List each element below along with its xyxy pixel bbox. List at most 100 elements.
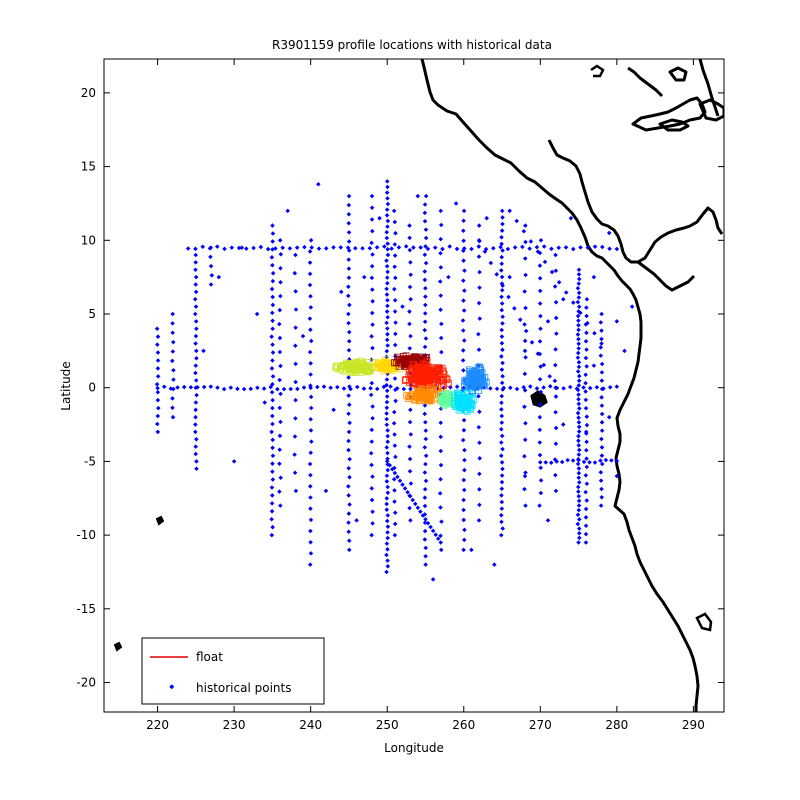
historical-point bbox=[477, 409, 482, 415]
historical-point bbox=[500, 314, 505, 319]
historical-point bbox=[269, 501, 275, 506]
historical-point bbox=[461, 547, 466, 553]
historical-point bbox=[583, 473, 589, 478]
historical-point bbox=[577, 530, 582, 536]
historical-point bbox=[269, 366, 275, 371]
historical-point bbox=[269, 286, 275, 292]
historical-point bbox=[194, 392, 199, 398]
historical-point bbox=[575, 355, 581, 360]
historical-point bbox=[548, 460, 554, 466]
historical-point bbox=[346, 284, 351, 290]
historical-point bbox=[537, 427, 543, 433]
historical-point bbox=[537, 377, 543, 382]
historical-point bbox=[499, 473, 505, 478]
island-marquesas bbox=[113, 641, 123, 652]
y-axis-label: Latitude bbox=[59, 361, 73, 410]
historical-point bbox=[477, 456, 482, 461]
legend-historical-swatch bbox=[169, 684, 175, 690]
historical-point bbox=[476, 238, 482, 243]
historical-point bbox=[385, 201, 391, 207]
historical-point bbox=[499, 532, 504, 538]
historical-point bbox=[370, 474, 375, 479]
historical-point bbox=[193, 319, 199, 324]
float-profile bbox=[412, 368, 420, 375]
historical-point bbox=[384, 416, 389, 422]
float-profile bbox=[466, 382, 473, 390]
historical-point bbox=[270, 270, 276, 276]
historical-point bbox=[346, 239, 352, 244]
historical-point bbox=[385, 513, 391, 518]
float-profile bbox=[384, 366, 392, 373]
historical-point bbox=[346, 338, 352, 344]
historical-point bbox=[537, 503, 542, 508]
historical-point bbox=[287, 246, 293, 251]
historical-point bbox=[385, 535, 390, 541]
historical-point bbox=[423, 436, 429, 442]
coastline-mexico-gulf bbox=[547, 139, 724, 264]
historical-point bbox=[385, 331, 390, 337]
historical-point bbox=[369, 205, 375, 211]
historical-point bbox=[438, 434, 443, 440]
float-profile bbox=[415, 390, 423, 397]
historical-point bbox=[461, 507, 466, 513]
historical-point bbox=[599, 403, 605, 408]
historical-point bbox=[269, 255, 275, 260]
historical-point bbox=[385, 428, 390, 433]
historical-point bbox=[385, 524, 391, 529]
historical-point bbox=[307, 282, 313, 288]
historical-point bbox=[553, 441, 559, 446]
historical-point bbox=[575, 286, 581, 291]
historical-point bbox=[461, 258, 466, 263]
historical-point bbox=[193, 378, 199, 383]
historical-point bbox=[270, 342, 275, 347]
historical-point bbox=[469, 547, 474, 553]
historical-point bbox=[476, 223, 482, 228]
historical-point bbox=[369, 334, 374, 339]
historical-point bbox=[522, 437, 528, 442]
historical-point bbox=[438, 448, 444, 454]
historical-point bbox=[277, 335, 283, 341]
historical-point bbox=[576, 341, 581, 347]
historical-point bbox=[347, 420, 352, 426]
historical-point bbox=[438, 222, 444, 228]
historical-point bbox=[384, 207, 390, 212]
historical-point bbox=[384, 479, 390, 484]
historical-point bbox=[460, 348, 466, 353]
historical-point bbox=[384, 213, 390, 218]
historical-point bbox=[385, 490, 391, 495]
float-profile bbox=[332, 363, 340, 371]
historical-point bbox=[488, 386, 493, 391]
historical-point bbox=[270, 421, 275, 427]
float-profile bbox=[376, 363, 384, 370]
historical-point bbox=[193, 289, 199, 295]
historical-point bbox=[382, 244, 387, 249]
historical-point bbox=[438, 250, 443, 256]
x-tick-label: 290 bbox=[682, 718, 705, 732]
historical-point bbox=[346, 311, 351, 317]
historical-point bbox=[576, 304, 582, 310]
historical-point bbox=[192, 311, 198, 317]
historical-point bbox=[346, 547, 352, 553]
historical-point bbox=[575, 521, 581, 527]
historical-point bbox=[538, 389, 544, 395]
historical-point bbox=[273, 246, 278, 251]
historical-point bbox=[408, 386, 413, 392]
historical-point bbox=[607, 384, 613, 390]
historical-point bbox=[278, 265, 283, 271]
historical-point bbox=[270, 223, 275, 228]
historical-point bbox=[155, 358, 161, 363]
historical-point bbox=[387, 463, 393, 468]
historical-point bbox=[193, 341, 198, 346]
historical-point bbox=[583, 372, 588, 378]
historical-point bbox=[384, 264, 390, 269]
x-tick-label: 250 bbox=[376, 718, 399, 732]
historical-point bbox=[384, 258, 389, 263]
historical-point bbox=[392, 488, 397, 493]
historical-point bbox=[577, 447, 582, 453]
historical-point bbox=[576, 290, 582, 296]
historical-point bbox=[441, 385, 447, 391]
historical-point bbox=[423, 244, 428, 249]
historical-point bbox=[522, 486, 527, 492]
historical-point bbox=[522, 473, 528, 479]
historical-point bbox=[547, 374, 552, 379]
